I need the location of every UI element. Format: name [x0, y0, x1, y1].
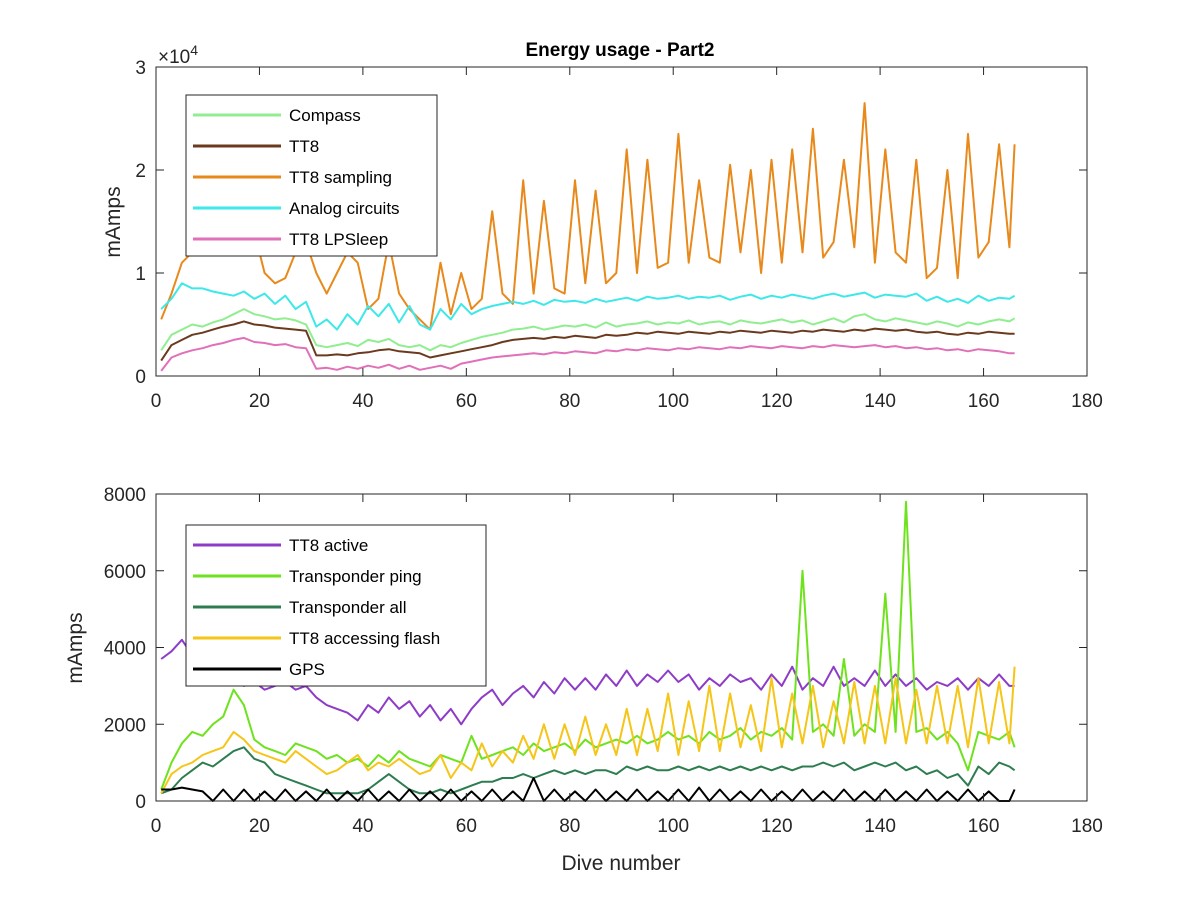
x-tick-label: 120	[761, 391, 793, 412]
x-tick-label: 20	[249, 816, 270, 837]
x-tick-label: 60	[456, 816, 477, 837]
x-tick-label: 80	[559, 391, 580, 412]
x-tick-label: 40	[352, 816, 373, 837]
series-line-0	[160, 638, 1015, 726]
y-tick-label: 4000	[104, 639, 146, 660]
series-line-4	[161, 777, 1016, 802]
x-tick-label: 100	[657, 816, 689, 837]
legend-label-2: TT8 sampling	[289, 168, 392, 187]
x-tick-label: 100	[657, 391, 689, 412]
series-line-1	[160, 320, 1015, 362]
x-tick-label: 180	[1071, 816, 1103, 837]
x-tick-label: 140	[864, 816, 896, 837]
x-tick-label: 80	[559, 816, 580, 837]
x-tick-label: 0	[151, 816, 162, 837]
legend-label-4: GPS	[289, 660, 325, 679]
x-tick-label: 20	[249, 391, 270, 412]
series-line-0	[160, 308, 1016, 352]
y-tick-group: 0 2000 4000 6000 8000	[104, 485, 1087, 813]
y-tick-group: 0 1 2 3	[135, 58, 1087, 388]
x-tick-label: 120	[761, 816, 793, 837]
legend-label-0: TT8 active	[289, 536, 368, 555]
y-tick-label: 6000	[104, 562, 146, 583]
y-tick-label: 3	[135, 58, 146, 79]
x-tick-label: 60	[456, 391, 477, 412]
legend-label-4: TT8 LPSleep	[289, 230, 388, 249]
x-tick-label: 0	[151, 391, 162, 412]
x-tick-label: 180	[1071, 391, 1103, 412]
y-tick-label: 1	[135, 264, 146, 285]
series-line-2	[160, 746, 1016, 795]
chart-title: Energy usage - Part2	[525, 40, 714, 61]
series-group	[160, 500, 1016, 802]
series-line-3	[160, 282, 1016, 331]
legend: TT8 active Transponder ping Transponder al…	[185, 524, 487, 687]
legend: Compass TT8 TT8 sampling Analog circuits TT8…	[185, 94, 438, 257]
y-tick-label: 2	[135, 161, 146, 182]
legend-label-3: Analog circuits	[289, 199, 400, 218]
legend-label-3: TT8 accessing flash	[289, 629, 440, 648]
series-line-1	[160, 500, 1016, 790]
y-tick-label: 0	[135, 367, 146, 388]
y-exponent-base: ×10	[158, 47, 190, 68]
legend-label-1: Transponder ping	[289, 567, 422, 586]
x-tick-group: 0 20 40 60 80 100 120 140 160 180	[151, 494, 1103, 837]
y-tick-label: 8000	[104, 485, 146, 506]
series-line-4	[160, 336, 1015, 372]
x-axis-label: Dive number	[561, 852, 680, 875]
series-line-3	[160, 666, 1016, 794]
x-tick-label: 160	[968, 816, 1000, 837]
top-plot: Energy usage - Part2 ×104 0 20 40 60 80 100 12…	[102, 40, 1103, 412]
y-axis-label: mAmps	[64, 612, 87, 683]
x-tick-label: 140	[864, 391, 896, 412]
plot-frame	[155, 66, 1088, 377]
x-tick-label: 40	[352, 391, 373, 412]
bottom-plot: 0 20 40 60 80 100 120 140 160 180 0 2000 4000 6000 80…	[64, 485, 1103, 875]
y-exponent-power: 4	[190, 42, 198, 58]
y-axis-label: mAmps	[102, 186, 125, 257]
y-tick-label: 0	[135, 792, 146, 813]
legend-label-2: Transponder all	[289, 598, 407, 617]
x-tick-label: 160	[968, 391, 1000, 412]
legend-label-1: TT8	[289, 137, 319, 156]
x-tick-group: 0 20 40 60 80 100 120 140 160 180	[151, 67, 1103, 412]
y-tick-label: 2000	[104, 715, 146, 736]
legend-label-0: Compass	[289, 106, 361, 125]
y-exponent-label: ×104	[158, 42, 198, 68]
